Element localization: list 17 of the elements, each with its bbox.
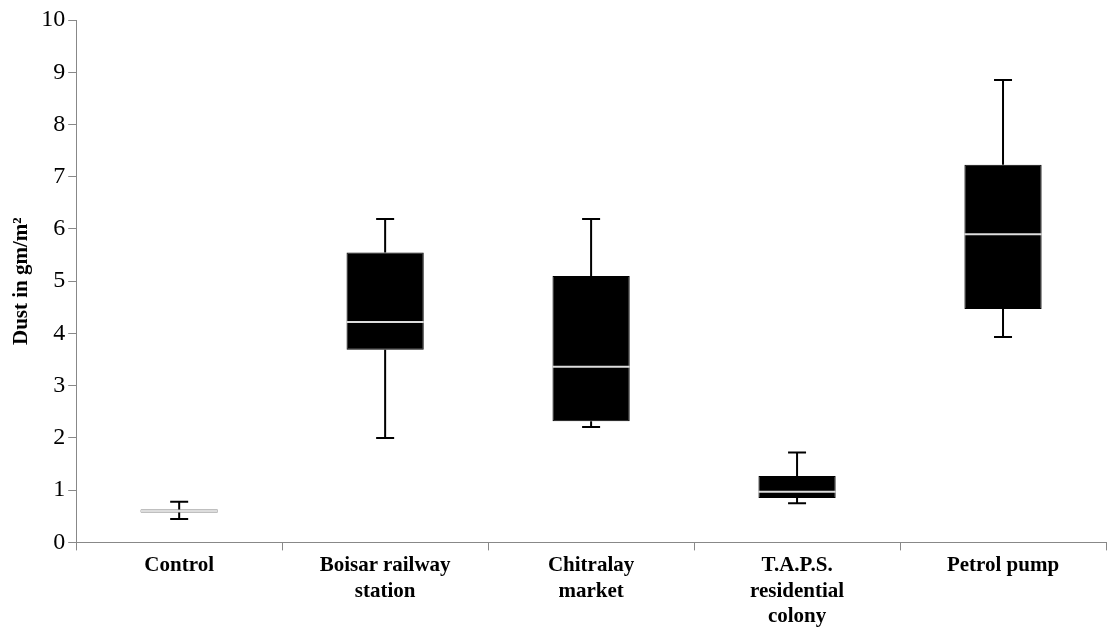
y-tick-label: 3: [53, 370, 66, 397]
x-tick-label: Boisar railway station: [319, 552, 452, 602]
y-tick-label: 7: [53, 162, 66, 189]
y-tick-label: 0: [53, 527, 66, 554]
y-tick-label: 2: [53, 423, 66, 450]
y-tick-label: 8: [53, 109, 66, 136]
y-tick-label: 5: [53, 266, 66, 293]
x-tick-label: Control: [144, 552, 215, 577]
x-tick-label: Chitralay market: [547, 552, 635, 602]
y-tick-label: 1: [53, 475, 66, 502]
y-tick-label: 4: [53, 318, 66, 345]
x-tick-label: T.A.P.S. residential colony: [750, 552, 845, 627]
y-axis-title: Dust in gm/m²: [8, 217, 33, 346]
y-tick-label: 6: [53, 214, 66, 241]
y-tick-label: 10: [41, 5, 66, 32]
x-tick-label: Petrol pump: [946, 552, 1060, 577]
y-tick-label: 9: [53, 57, 66, 84]
